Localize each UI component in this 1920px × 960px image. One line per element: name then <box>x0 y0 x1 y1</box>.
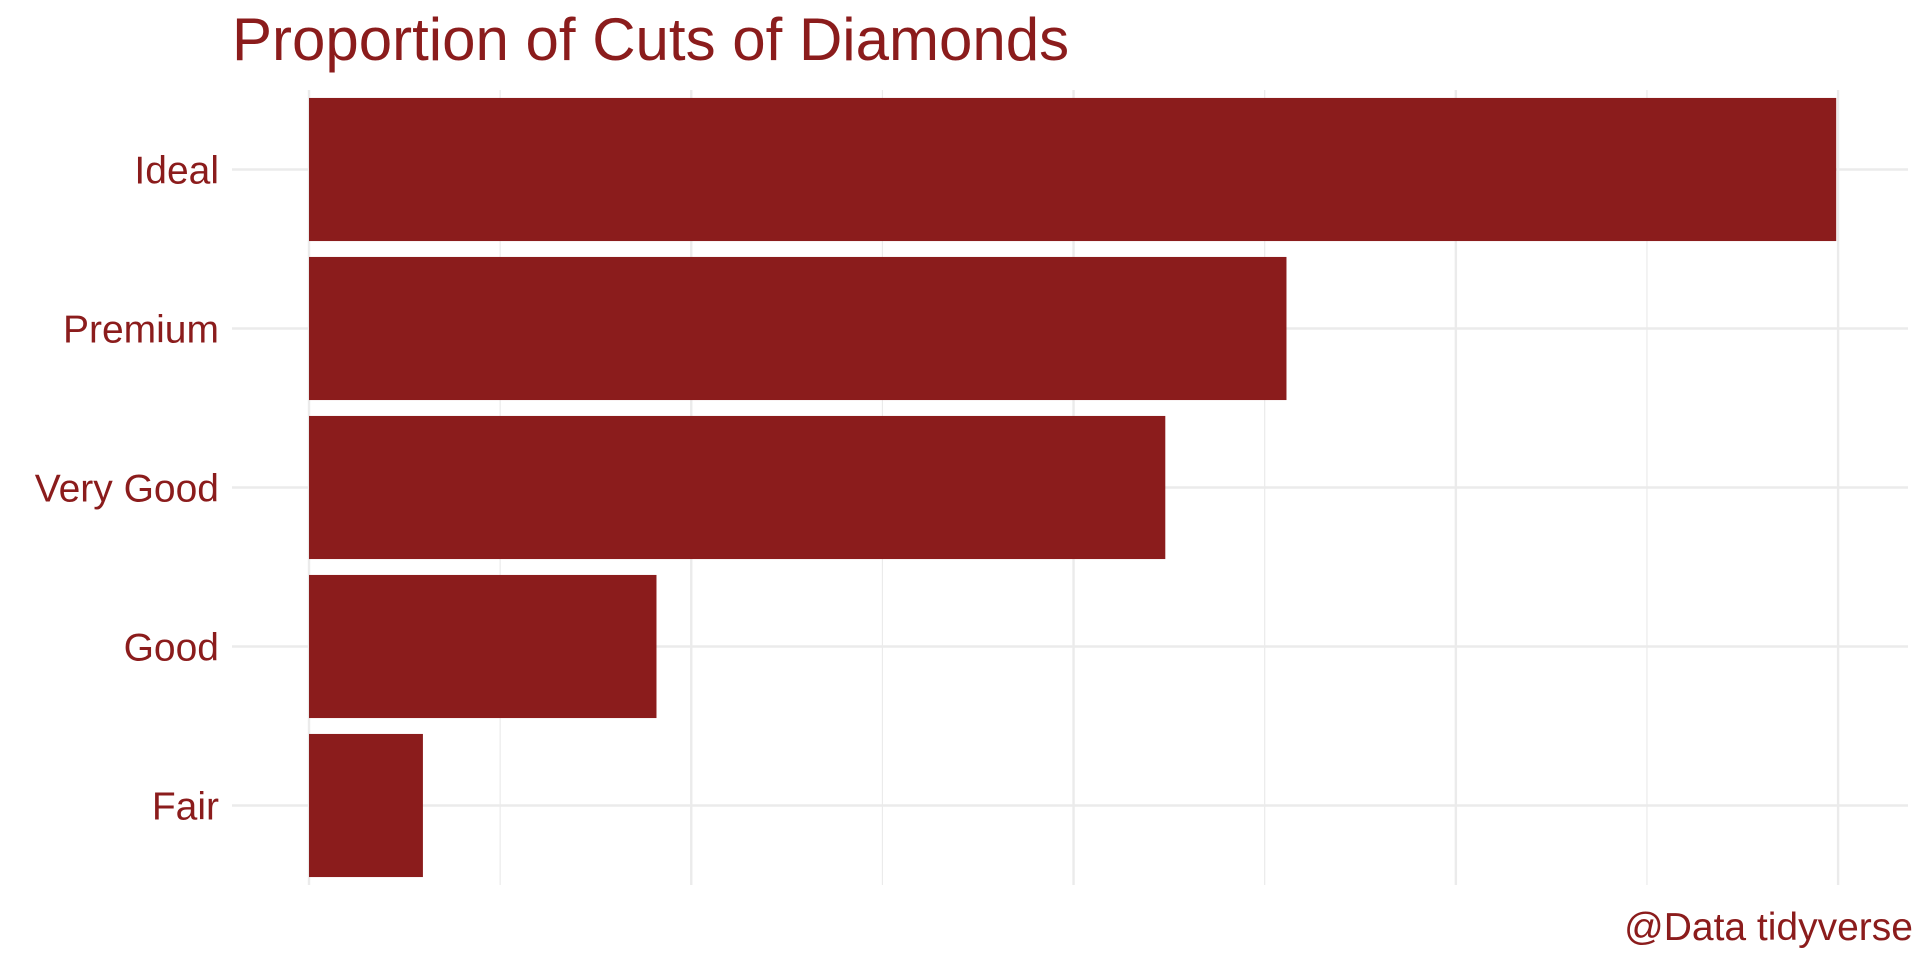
chart-title: Proportion of Cuts of Diamonds <box>232 6 1069 73</box>
bar-good <box>309 574 657 719</box>
category-label: Very Good <box>35 468 219 511</box>
bar-fair <box>309 733 423 878</box>
category-label: Premium <box>63 309 219 352</box>
category-label: Fair <box>152 786 219 829</box>
category-label: Good <box>124 627 219 670</box>
bars <box>309 97 1837 878</box>
bar-very-good <box>309 415 1166 560</box>
category-label: Ideal <box>134 150 219 193</box>
chart-caption: @Data tidyverse <box>1624 906 1913 949</box>
category-labels: Ideal Premium Very Good Good Fair <box>35 150 219 829</box>
bar-premium <box>309 256 1287 401</box>
bar-ideal <box>309 97 1837 242</box>
